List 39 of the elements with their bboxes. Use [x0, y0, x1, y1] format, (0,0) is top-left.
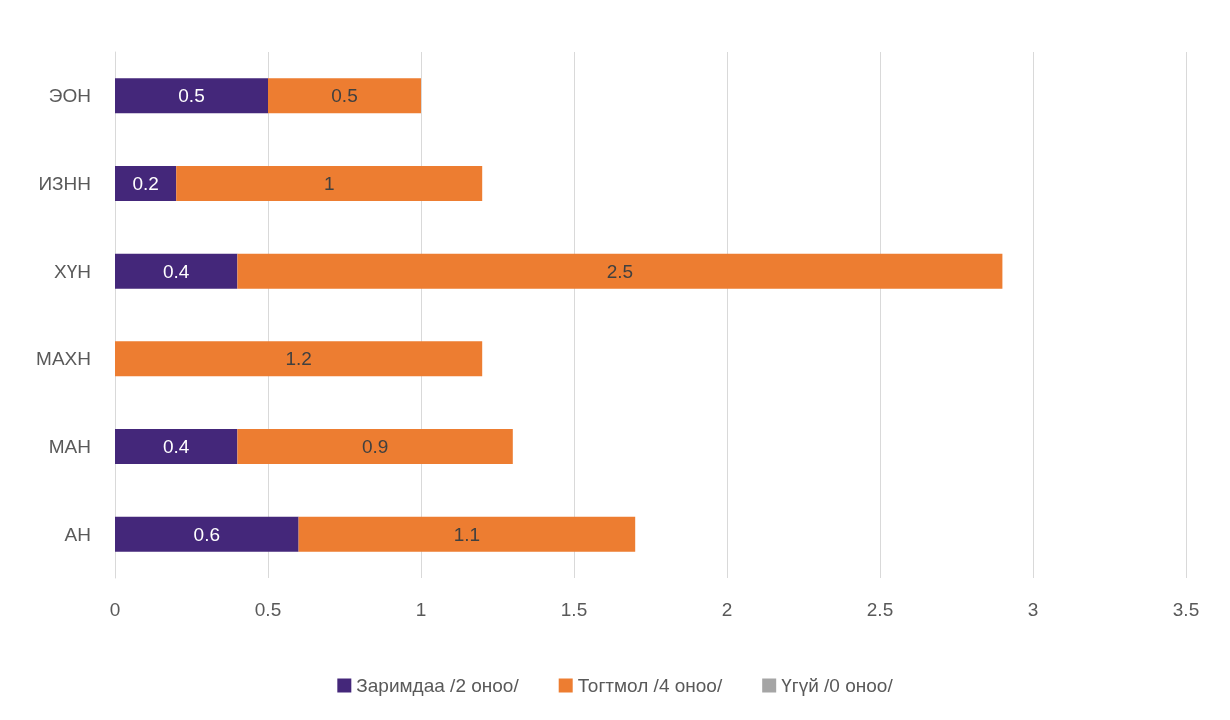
bar: [237, 253, 1003, 289]
data-label: 0.4: [162, 436, 190, 457]
data-label: 0.2: [132, 173, 159, 194]
data-label: 0.6: [193, 523, 221, 545]
y-tick-label: ЭОН: [48, 85, 91, 107]
data-label: 0.9: [361, 436, 389, 457]
x-tick-label: 1.5: [560, 599, 588, 620]
x-tick-label: 2: [721, 599, 733, 620]
x-tick-label: 2.5: [866, 599, 894, 620]
bar: [115, 516, 299, 552]
data-label: 1.1: [453, 523, 481, 545]
legend-label: Тогтмол /4 оноо/: [577, 675, 723, 696]
data-label: 0.5: [178, 85, 205, 107]
x-tick-label: 3.5: [1172, 599, 1200, 620]
data-label: 0.5: [331, 85, 358, 107]
bar: [237, 428, 513, 465]
data-label: 1: [323, 173, 335, 194]
data-label: 1.2: [285, 348, 312, 370]
bar: [176, 165, 483, 202]
legend-label: Үгүй /0 оноо/: [781, 675, 894, 696]
x-tick-label: 1: [415, 599, 427, 620]
y-tick-label: ИЗНН: [38, 173, 91, 194]
bar: [115, 78, 268, 114]
bar: [115, 428, 238, 465]
bar: [115, 165, 177, 202]
data-label: 2.5: [606, 260, 634, 282]
y-tick-label: МАХН: [36, 348, 91, 370]
y-tick-label: МАН: [48, 436, 91, 457]
legend-label: Заримдаа /2 оноо/: [356, 675, 520, 696]
x-tick-label: 0: [109, 599, 121, 620]
y-tick-label: АН: [64, 523, 91, 545]
data-label: 0.4: [162, 260, 190, 282]
y-tick-label: ХҮН: [54, 260, 91, 282]
bar: [298, 516, 636, 552]
bar: [115, 341, 483, 377]
bar: [268, 78, 421, 114]
x-tick-label: 0.5: [254, 599, 282, 620]
bar: [115, 253, 238, 289]
x-tick-label: 3: [1027, 599, 1039, 620]
